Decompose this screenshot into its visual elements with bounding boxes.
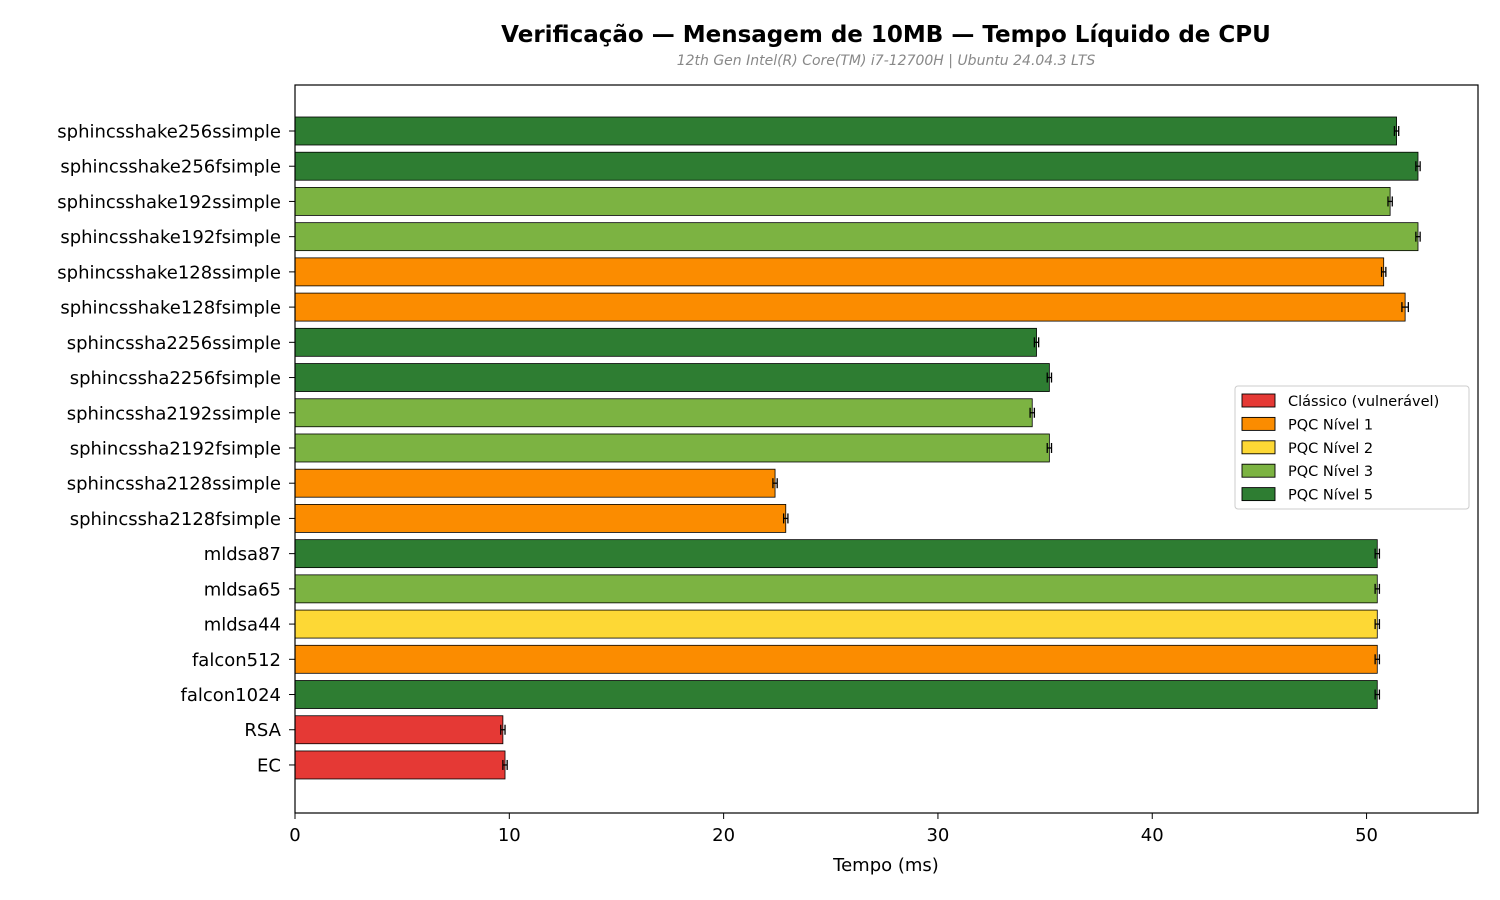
bar bbox=[294, 715, 504, 745]
error-bar bbox=[1415, 161, 1421, 172]
bar bbox=[294, 750, 506, 780]
x-tick-label: 20 bbox=[712, 825, 735, 846]
y-tick-label: falcon1024 bbox=[181, 685, 282, 706]
y-axis-ticks: sphincsshake256ssimple sphincsshake256fsi… bbox=[57, 122, 295, 776]
x-tick-label: 40 bbox=[1141, 825, 1164, 846]
error-bar bbox=[500, 724, 506, 735]
y-tick-label: sphincsshake256ssimple bbox=[57, 122, 281, 143]
bar bbox=[294, 433, 1050, 463]
legend-entry: Clássico (vulnerável) bbox=[1288, 394, 1439, 410]
chart-subtitle: 12th Gen Intel(R) Core(TM) i7-12700H | U… bbox=[677, 53, 1096, 69]
error-bar bbox=[1029, 407, 1036, 418]
y-tick-label: sphincsshake192ssimple bbox=[57, 192, 281, 213]
bar bbox=[294, 644, 1378, 674]
error-bar bbox=[1387, 196, 1393, 207]
legend: Clássico (vulnerável) PQC Nível 1 PQC Níve… bbox=[1234, 385, 1470, 510]
error-bar bbox=[1415, 231, 1421, 242]
bar bbox=[294, 327, 1037, 357]
error-bar bbox=[1374, 654, 1381, 665]
bar bbox=[294, 504, 787, 533]
y-tick-label: mldsa65 bbox=[204, 579, 281, 600]
error-bar bbox=[1374, 689, 1381, 700]
y-tick-label: sphincssha2256fsimple bbox=[70, 368, 281, 389]
bar bbox=[294, 363, 1050, 392]
legend-entry: PQC Nível 3 bbox=[1288, 464, 1373, 480]
y-tick-label: sphincssha2128ssimple bbox=[67, 474, 281, 495]
error-bar bbox=[782, 513, 789, 524]
error-bar bbox=[1033, 337, 1040, 348]
error-bar bbox=[1393, 126, 1400, 136]
error-bar bbox=[772, 478, 778, 489]
legend-box bbox=[1234, 385, 1470, 510]
legend-swatch bbox=[1241, 393, 1276, 408]
bar bbox=[294, 292, 1406, 322]
x-axis-label: Tempo (ms) bbox=[832, 855, 939, 876]
chart-title: Verificação — Mensagem de 10MB — Tempo L… bbox=[501, 22, 1271, 48]
bar bbox=[294, 151, 1419, 181]
error-bar bbox=[1046, 442, 1053, 453]
error-bar bbox=[1046, 372, 1053, 383]
legend-swatch bbox=[1241, 487, 1276, 502]
y-tick-label: mldsa87 bbox=[204, 544, 281, 565]
bar bbox=[294, 539, 1378, 569]
legend-entry: PQC Nível 2 bbox=[1288, 441, 1373, 457]
y-tick-label: sphincsshake128fsimple bbox=[60, 298, 281, 319]
bar bbox=[294, 257, 1385, 287]
legend-entry: PQC Nível 1 bbox=[1288, 417, 1373, 433]
bar bbox=[294, 398, 1033, 428]
bar bbox=[294, 187, 1391, 216]
legend-swatch bbox=[1241, 416, 1276, 431]
y-tick-label: sphincsshake256fsimple bbox=[60, 157, 281, 178]
y-tick-label: sphincssha2192fsimple bbox=[70, 438, 281, 459]
legend-swatch bbox=[1241, 463, 1276, 478]
y-tick-label: sphincssha2128fsimple bbox=[70, 509, 281, 530]
y-tick-label: sphincssha2192ssimple bbox=[67, 403, 281, 424]
bar bbox=[294, 116, 1397, 146]
y-tick-label: sphincssha2256ssimple bbox=[67, 333, 281, 354]
y-tick-label: mldsa44 bbox=[204, 615, 281, 636]
bar bbox=[294, 680, 1378, 709]
bar bbox=[294, 609, 1378, 639]
error-bar bbox=[1374, 548, 1381, 559]
x-tick-label: 30 bbox=[926, 825, 949, 846]
x-tick-label: 50 bbox=[1355, 825, 1378, 846]
x-axis-ticks: 0 10 20 30 40 50 bbox=[289, 813, 1378, 846]
error-bar bbox=[1374, 619, 1381, 630]
plot-frame bbox=[294, 84, 1479, 814]
error-bar bbox=[1380, 266, 1387, 277]
x-tick-label: 0 bbox=[289, 825, 300, 846]
y-tick-label: falcon512 bbox=[192, 650, 281, 671]
error-bar bbox=[1401, 302, 1409, 313]
legend-swatch bbox=[1241, 440, 1276, 455]
y-tick-label: EC bbox=[257, 755, 281, 776]
x-tick-label: 10 bbox=[498, 825, 521, 846]
bars-group bbox=[294, 116, 1419, 780]
y-tick-label: sphincsshake192fsimple bbox=[60, 227, 281, 248]
legend-entry: PQC Nível 5 bbox=[1288, 488, 1373, 504]
y-tick-label: RSA bbox=[244, 720, 281, 741]
bar bbox=[294, 468, 776, 498]
bar bbox=[294, 222, 1419, 252]
bar bbox=[294, 574, 1378, 604]
y-tick-label: sphincsshake128ssimple bbox=[57, 262, 281, 283]
error-bar bbox=[502, 759, 508, 770]
error-bars-group bbox=[500, 126, 1421, 770]
error-bar bbox=[1374, 583, 1381, 594]
